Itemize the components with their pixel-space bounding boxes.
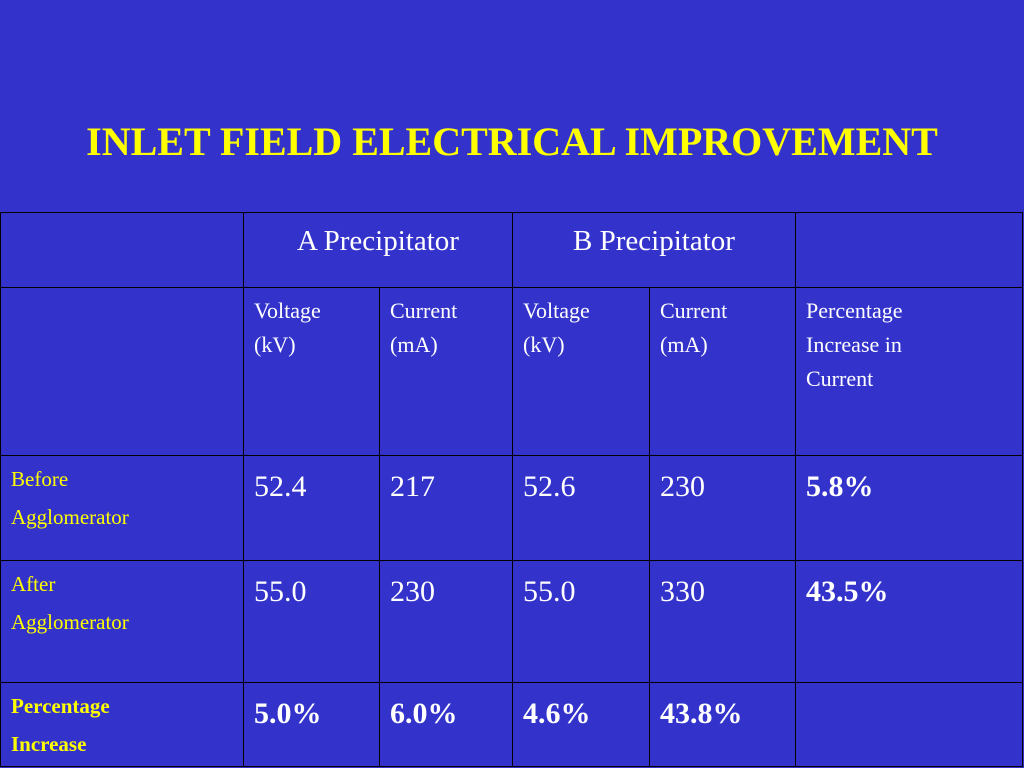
group-header: A Precipitator — [243, 212, 513, 288]
cell-text: Agglomerator — [11, 505, 129, 529]
cell-text: 230 — [660, 470, 705, 503]
cell-text: (kV) — [523, 332, 565, 357]
cell-text: Increase in — [806, 332, 902, 357]
value-cell: 55.0 — [243, 560, 380, 683]
cell-text: Before — [11, 467, 69, 491]
cell-text: Current — [390, 298, 458, 323]
value-cell: 330 — [649, 560, 796, 683]
value-cell: 230 — [649, 455, 796, 561]
cell-text: Increase — [11, 732, 87, 756]
value-cell: 5.8% — [795, 455, 1023, 561]
cell-text: Current — [806, 366, 874, 391]
group-header: B Precipitator — [512, 212, 796, 288]
cell-text: 5.8% — [806, 470, 874, 503]
column-header: Current (mA) — [379, 287, 513, 456]
cell-text: Current — [660, 298, 728, 323]
value-cell: 43.8% — [649, 682, 796, 767]
cell-text: (kV) — [254, 332, 296, 357]
cell-text: Agglomerator — [11, 610, 129, 634]
cell-text: (mA) — [390, 332, 438, 357]
column-header: Voltage (kV) — [243, 287, 380, 456]
column-header: Current (mA) — [649, 287, 796, 456]
value-cell: 43.5% — [795, 560, 1023, 683]
cell-text: Voltage — [254, 298, 321, 323]
cell-text: 230 — [390, 575, 435, 608]
empty-cell — [795, 682, 1023, 767]
empty-cell — [0, 287, 244, 456]
cell-text: 52.4 — [254, 470, 307, 503]
cell-text: 52.6 — [523, 470, 576, 503]
value-cell: 217 — [379, 455, 513, 561]
value-cell: 52.4 — [243, 455, 380, 561]
value-cell: 4.6% — [512, 682, 650, 767]
cell-text: 4.6% — [523, 697, 591, 730]
cell-text: 43.8% — [660, 697, 743, 730]
row-label: After Agglomerator — [0, 560, 244, 683]
cell-text: A Precipitator — [297, 225, 459, 257]
row-label: Percentage Increase — [0, 682, 244, 767]
cell-text: 55.0 — [254, 575, 307, 608]
empty-cell — [0, 212, 244, 288]
value-cell: 5.0% — [243, 682, 380, 767]
cell-text: 55.0 — [523, 575, 576, 608]
cell-text: (mA) — [660, 332, 708, 357]
cell-text: Voltage — [523, 298, 590, 323]
row-label: Before Agglomerator — [0, 455, 244, 561]
value-cell: 55.0 — [512, 560, 650, 683]
slide-title: INLET FIELD ELECTRICAL IMPROVEMENT — [86, 119, 938, 164]
cell-text: After — [11, 572, 56, 596]
cell-text: 217 — [390, 470, 435, 503]
cell-text: 6.0% — [390, 697, 458, 730]
value-cell: 6.0% — [379, 682, 513, 767]
cell-text: 43.5% — [806, 575, 889, 608]
column-header: Voltage (kV) — [512, 287, 650, 456]
cell-text: 5.0% — [254, 697, 322, 730]
cell-text: 330 — [660, 575, 705, 608]
value-cell: 230 — [379, 560, 513, 683]
cell-text: Percentage — [806, 298, 903, 323]
value-cell: 52.6 — [512, 455, 650, 561]
column-header: Percentage Increase in Current — [795, 287, 1023, 456]
empty-cell — [795, 212, 1023, 288]
cell-text: B Precipitator — [573, 225, 735, 257]
cell-text: Percentage — [11, 694, 110, 718]
